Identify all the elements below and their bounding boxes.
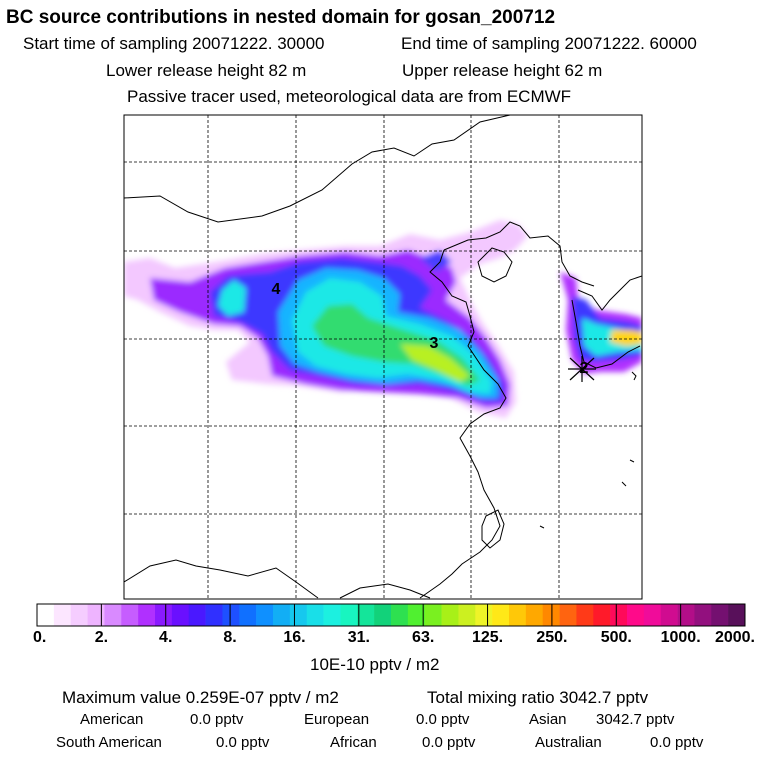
plume-bohai — [420, 250, 452, 272]
colorbar-frame — [36, 603, 746, 627]
colorbar-swatch — [424, 604, 442, 626]
colorbar-swatch — [694, 604, 712, 626]
colorbar-swatch — [610, 604, 628, 626]
region-label-2: 2 — [579, 360, 589, 377]
colorbar-swatch — [155, 604, 173, 626]
colorbar-swatch — [475, 604, 493, 626]
colorbar-swatch — [391, 604, 409, 626]
colorbar-tick-label: 2000. — [714, 629, 756, 646]
colorbar-tick-label: 250. — [536, 629, 568, 646]
colorbar-swatch — [407, 604, 426, 626]
african-value: 0.0 pptv — [422, 734, 476, 751]
colorbar-tick-label: 4. — [159, 629, 173, 646]
tracer-note-text: Passive tracer used, meteorological data… — [127, 87, 572, 106]
colorbar-swatch — [593, 604, 611, 626]
map-frame — [123, 114, 643, 600]
lower-release-height-text: Lower release height 82 m — [106, 61, 307, 80]
african-label: African — [330, 734, 377, 751]
colorbar-tick-label: 500. — [600, 629, 632, 646]
colorbar-swatch — [559, 604, 577, 626]
colorbar-swatch — [374, 604, 392, 626]
colorbar-swatch — [525, 604, 544, 626]
colorbar-swatch — [677, 604, 695, 626]
colorbar-tick-label: 31. — [347, 629, 370, 646]
colorbar-tick-label: 0. — [32, 629, 47, 646]
colorbar-swatch — [37, 604, 55, 626]
end-time-text: End time of sampling 20071222. 60000 — [401, 34, 697, 53]
south-american-label: South American — [56, 734, 162, 751]
asian-label: Asian — [529, 711, 567, 728]
colorbar-tick-label: 2. — [94, 629, 109, 646]
european-label: European — [304, 711, 370, 728]
colorbar-swatch — [711, 604, 729, 626]
chart-title: BC source contributions in nested domain… — [6, 7, 556, 28]
colorbar-swatch — [205, 604, 223, 626]
colorbar-swatch — [222, 604, 240, 626]
plume-field — [124, 115, 642, 599]
total-mixing-ratio-text: Total mixing ratio 3042.7 pptv — [427, 688, 649, 707]
american-label: American — [80, 711, 144, 728]
australian-value: 0.0 pptv — [650, 734, 704, 751]
colorbar-swatch — [121, 604, 139, 626]
receptor-star-icon — [568, 356, 596, 382]
colorbar-swatch — [542, 604, 560, 626]
plume-korea-yellow — [610, 330, 642, 346]
colorbar-swatch — [138, 604, 156, 626]
colorbar-swatch — [323, 604, 341, 626]
coastlines — [124, 115, 642, 599]
south-american-value: 0.0 pptv — [216, 734, 270, 751]
colorbar-tick-label: 16. — [283, 629, 306, 646]
start-time-text: Start time of sampling 20071222. 30000 — [23, 34, 325, 53]
european-value: 0.0 pptv — [416, 711, 470, 728]
colorbar-tick-label: 1000. — [660, 629, 701, 646]
max-value-text: Maximum value 0.259E-07 pptv / m2 — [62, 688, 339, 707]
australian-label: Australian — [535, 734, 602, 751]
colorbar-swatch — [509, 604, 527, 626]
colorbar-swatch — [70, 604, 88, 626]
colorbar-tick-label: 125. — [471, 629, 504, 646]
colorbar-swatch — [458, 604, 476, 626]
colorbar-swatch — [256, 604, 274, 626]
colorbar-swatch — [87, 604, 105, 626]
region-label-4: 4 — [271, 281, 281, 298]
colorbar-swatch — [239, 604, 257, 626]
colorbar-swatch — [660, 604, 678, 626]
colorbar-swatch — [576, 604, 594, 626]
colorbar-swatch — [273, 604, 291, 626]
colorbar-swatch — [104, 604, 122, 626]
colorbar-tick-label: 8. — [223, 629, 237, 646]
plume-core — [400, 344, 470, 382]
lat-lon-grid — [124, 115, 642, 599]
upper-release-height-text: Upper release height 62 m — [402, 61, 603, 80]
colorbar-swatch — [53, 604, 72, 626]
colorbar-swatch — [643, 604, 662, 626]
colorbar-swatch — [171, 604, 190, 626]
colorbar-swatch — [627, 604, 645, 626]
colorbar-swatch — [357, 604, 375, 626]
colorbar-swatch — [340, 604, 358, 626]
colorbar-tick-label: 63. — [412, 629, 435, 646]
colorbar-swatch — [289, 604, 308, 626]
colorbar-swatch — [492, 604, 510, 626]
asian-value: 3042.7 pptv — [596, 711, 675, 728]
colorbar-swatch — [728, 604, 746, 626]
colorbar-swatch — [441, 604, 459, 626]
colorbar-swatch — [306, 604, 324, 626]
plume-west-blob — [218, 280, 246, 316]
american-value: 0.0 pptv — [190, 711, 244, 728]
colorbar-unit: 10E-10 pptv / m2 — [310, 655, 440, 674]
region-label-3: 3 — [429, 335, 439, 352]
colorbar-swatch — [188, 604, 206, 626]
